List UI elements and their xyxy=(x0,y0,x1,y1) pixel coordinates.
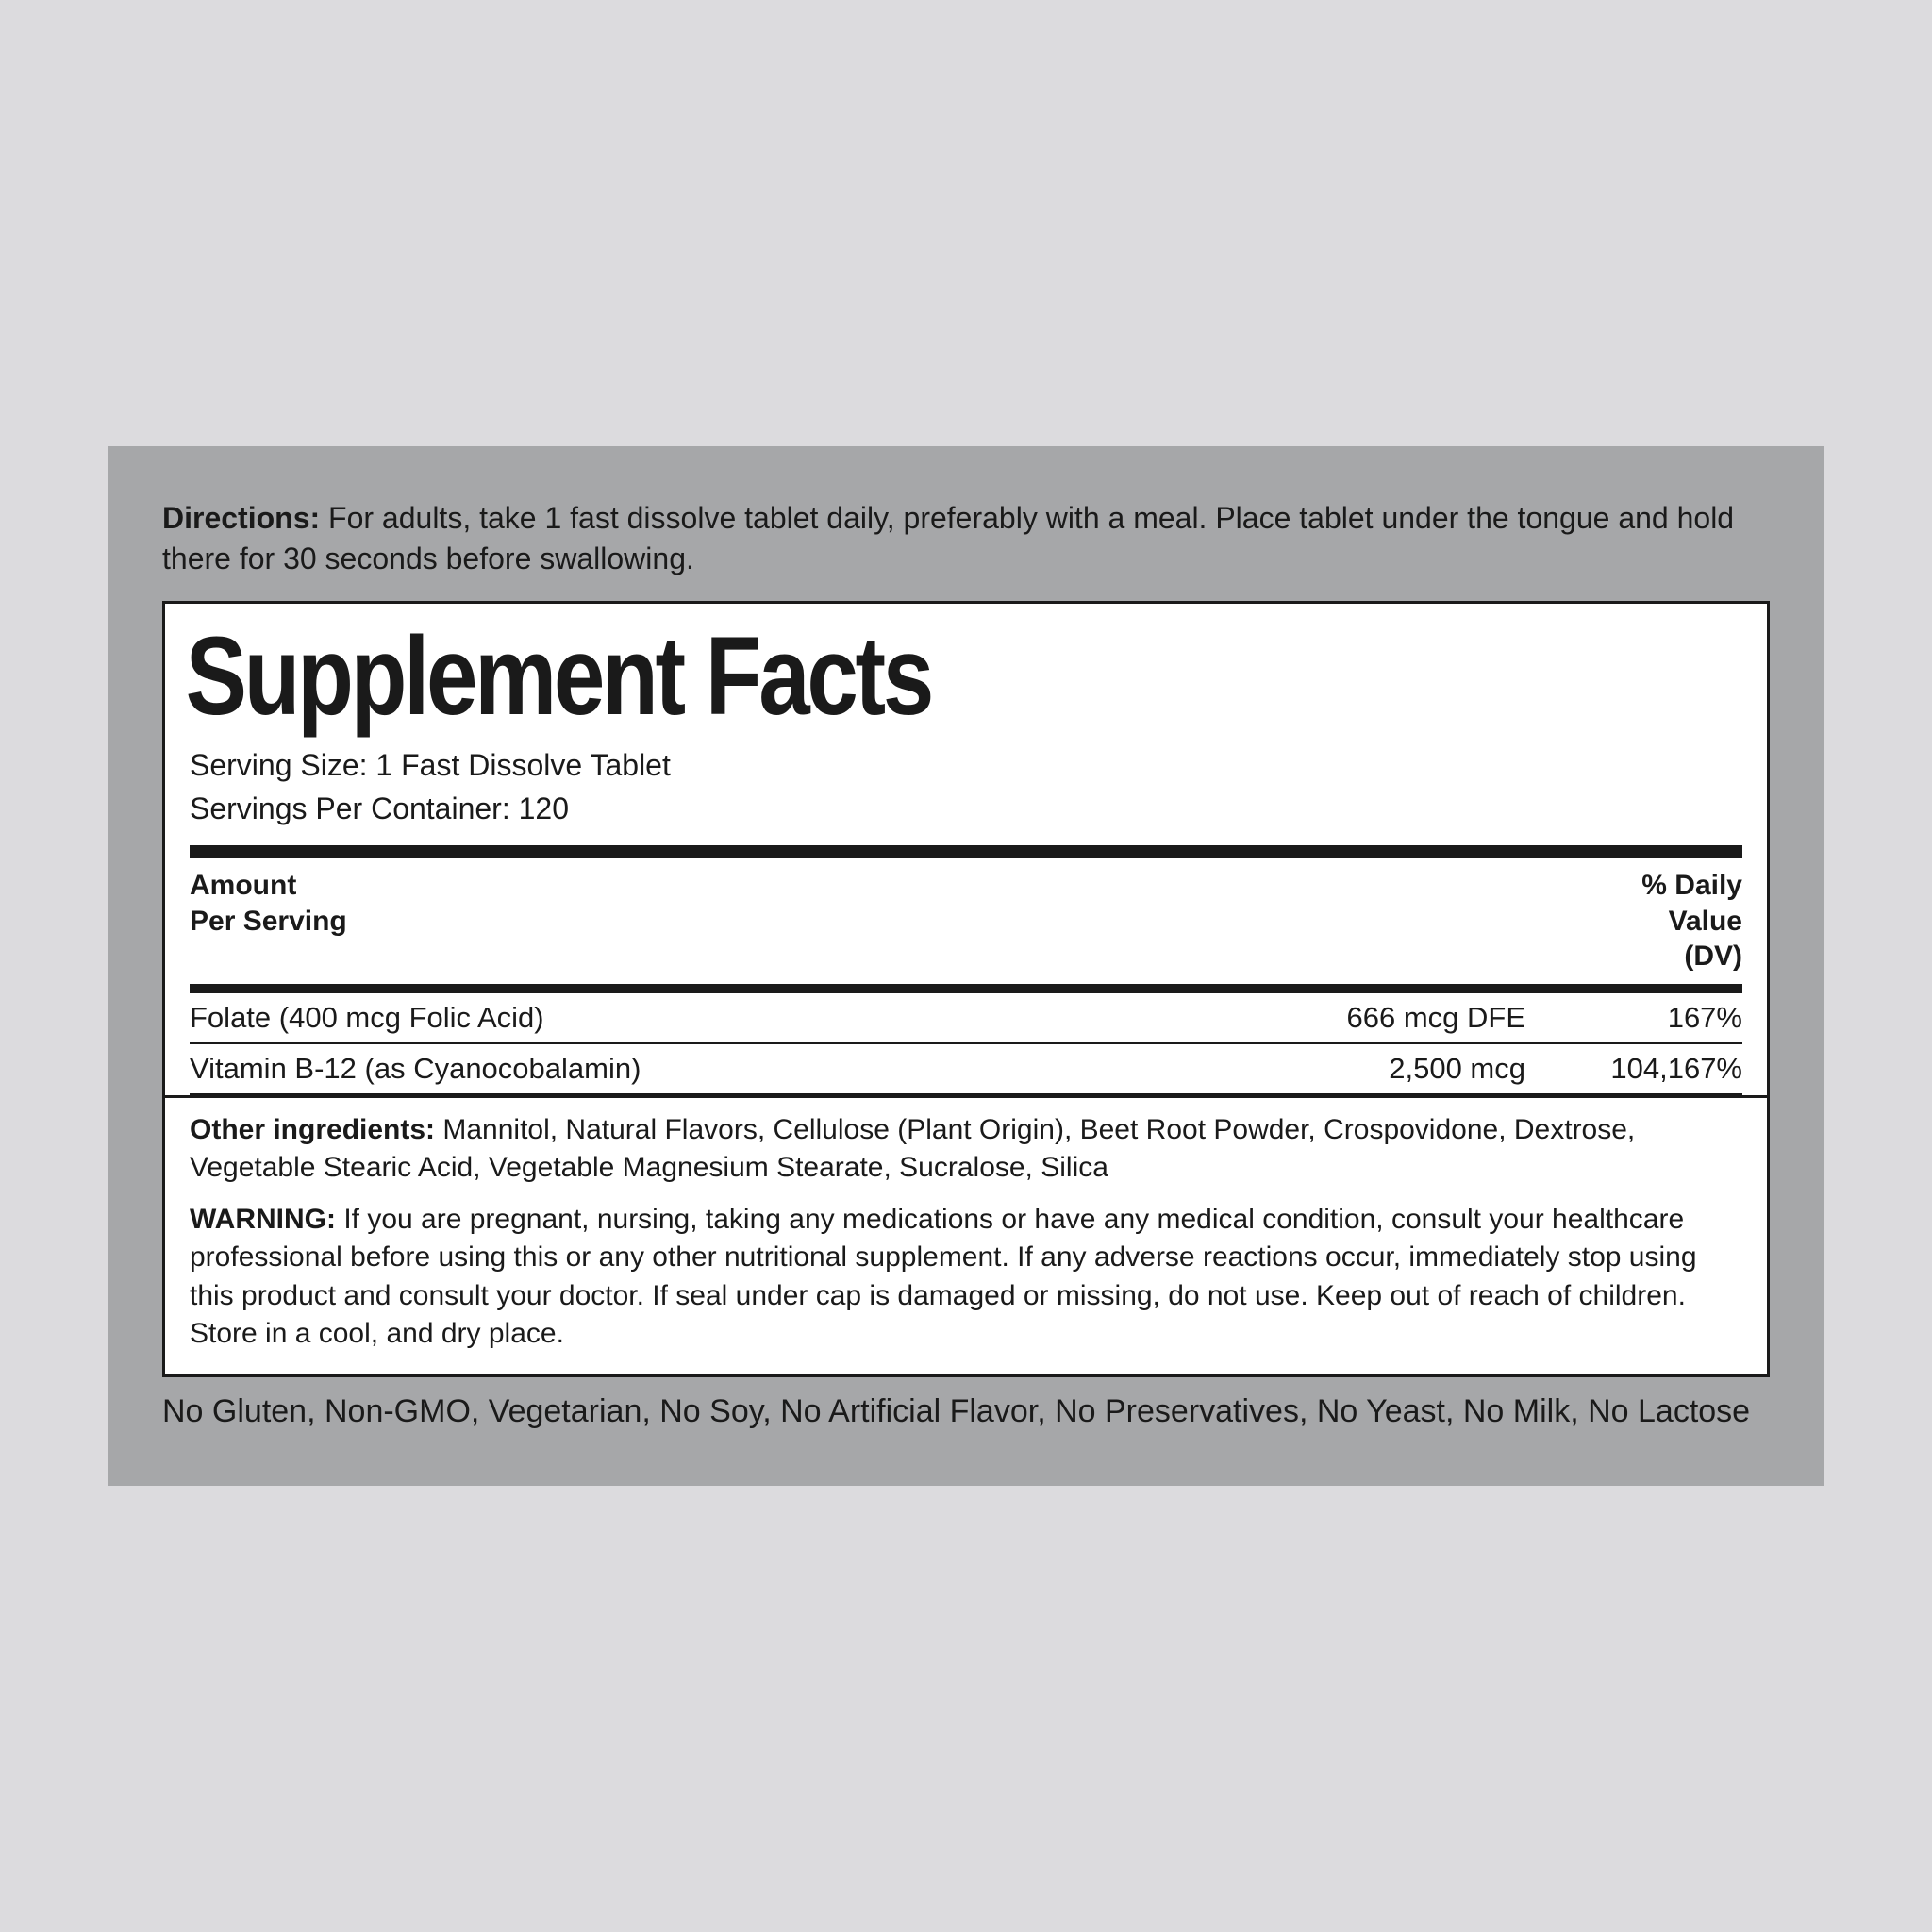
mid-rule xyxy=(190,984,1742,993)
nutrient-row: Vitamin B-12 (as Cyanocobalamin) 2,500 m… xyxy=(190,1044,1742,1095)
warning-label: WARNING: xyxy=(190,1204,336,1235)
supplement-label-panel: Directions: For adults, take 1 fast diss… xyxy=(108,446,1824,1486)
serving-size: Serving Size: 1 Fast Dissolve Tablet xyxy=(190,743,1742,787)
header-daily: % Daily xyxy=(1641,870,1742,901)
header-daily-value: % Daily Value (DV) xyxy=(1641,868,1742,974)
directions-text: For adults, take 1 fast dissolve tablet … xyxy=(162,501,1734,575)
nutrient-amount: 2,500 mcg xyxy=(1261,1052,1525,1086)
header-dv: (DV) xyxy=(1684,941,1742,972)
directions-block: Directions: For adults, take 1 fast diss… xyxy=(162,498,1770,579)
servings-per-container: Servings Per Container: 120 xyxy=(190,787,1742,830)
free-from-claims: No Gluten, Non-GMO, Vegetarian, No Soy, … xyxy=(162,1391,1770,1434)
facts-title: Supplement Facts xyxy=(165,604,1494,740)
thick-rule-top xyxy=(190,845,1742,858)
header-per-serving: Per Serving xyxy=(190,906,347,937)
nutrient-dv: 167% xyxy=(1525,1001,1742,1035)
nutrient-dv: 104,167% xyxy=(1525,1052,1742,1086)
directions-label: Directions: xyxy=(162,501,320,535)
facts-bottom-section: Other ingredients: Mannitol, Natural Fla… xyxy=(165,1095,1767,1374)
warning-text: If you are pregnant, nursing, taking any… xyxy=(190,1204,1697,1350)
header-amount-per-serving: Amount Per Serving xyxy=(190,868,347,974)
nutrient-row: Folate (400 mcg Folic Acid) 666 mcg DFE … xyxy=(190,993,1742,1044)
other-ingredients-block: Other ingredients: Mannitol, Natural Fla… xyxy=(190,1111,1742,1188)
other-ingredients-label: Other ingredients: xyxy=(190,1114,435,1145)
header-amount: Amount xyxy=(190,870,296,901)
nutrient-name: Folate (400 mcg Folic Acid) xyxy=(190,1001,1261,1035)
serving-info: Serving Size: 1 Fast Dissolve Tablet Ser… xyxy=(165,740,1767,846)
nutrient-amount: 666 mcg DFE xyxy=(1261,1001,1525,1035)
header-value: Value xyxy=(1669,906,1742,937)
nutrient-name: Vitamin B-12 (as Cyanocobalamin) xyxy=(190,1052,1261,1086)
supplement-facts-box: Supplement Facts Serving Size: 1 Fast Di… xyxy=(162,601,1770,1377)
warning-block: WARNING: If you are pregnant, nursing, t… xyxy=(190,1201,1742,1354)
facts-header-row: Amount Per Serving % Daily Value (DV) xyxy=(165,858,1767,984)
